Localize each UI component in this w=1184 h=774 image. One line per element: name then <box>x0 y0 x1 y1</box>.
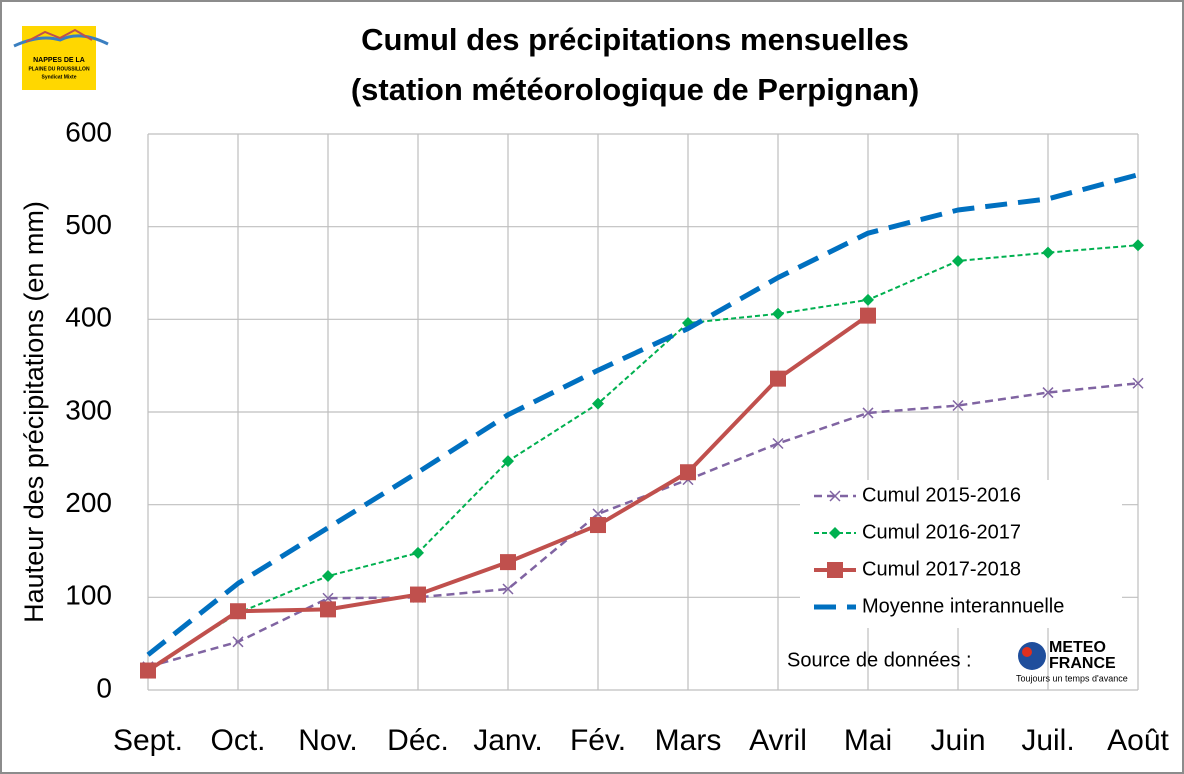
marker <box>862 293 874 306</box>
x-tick-label: Sept. <box>113 724 183 757</box>
x-tick-label: Août <box>1107 724 1169 757</box>
source-logo-text: FRANCE <box>1049 655 1116 672</box>
series-line <box>146 172 1139 657</box>
series <box>146 172 1139 657</box>
y-tick-label: 400 <box>65 302 112 333</box>
x-tick-label: Mars <box>655 724 722 757</box>
chart-title: Cumul des précipitations mensuelles <box>361 22 909 57</box>
chart-title: (station météorologique de Perpignan) <box>351 72 919 107</box>
marker <box>827 562 843 578</box>
x-tick-label: Juin <box>930 724 985 757</box>
marker <box>772 437 784 450</box>
marker <box>829 527 841 539</box>
marker <box>770 370 786 387</box>
marker <box>952 254 964 267</box>
logo-text: NAPPES DE LA <box>33 57 85 64</box>
series <box>140 307 876 679</box>
marker <box>772 307 784 320</box>
marker <box>410 586 426 603</box>
source-label: Source de données : <box>787 649 972 671</box>
legend-label: Moyenne interannuelle <box>862 595 1064 617</box>
marker <box>502 455 514 468</box>
source-logo-icon <box>1018 642 1046 670</box>
y-axis-label: Hauteur des précipitations (en mm) <box>19 201 49 623</box>
marker <box>322 570 334 583</box>
marker <box>592 397 604 410</box>
marker <box>1042 246 1054 259</box>
y-tick-label: 200 <box>65 487 112 518</box>
marker <box>829 490 841 502</box>
marker <box>320 601 336 618</box>
y-tick-label: 0 <box>96 672 112 703</box>
x-tick-label: Juil. <box>1021 724 1074 757</box>
logo-text: Syndicat Mixte <box>41 74 76 80</box>
logo-mountain <box>25 28 93 43</box>
marker <box>860 307 876 324</box>
marker <box>502 583 514 595</box>
y-tick-label: 100 <box>65 580 112 611</box>
source-logo-text: METEO <box>1049 639 1106 656</box>
marker <box>1042 387 1054 399</box>
legend-bg <box>800 480 1122 628</box>
x-tick-label: Oct. <box>210 724 265 757</box>
x-tick-label: Avril <box>749 724 807 757</box>
org-logo: NAPPES DE LA PLAINE DU ROUSSILLON Syndic… <box>13 26 109 90</box>
legend-label: Cumul 2015-2016 <box>862 484 1021 506</box>
marker <box>500 554 516 571</box>
marker <box>1132 377 1144 389</box>
marker <box>140 662 156 679</box>
series-line <box>147 244 1139 671</box>
logo-text: PLAINE DU ROUSSILLON <box>28 66 90 72</box>
legend-label: Cumul 2016-2017 <box>862 521 1021 543</box>
x-tick-label: Fév. <box>570 724 626 757</box>
marker <box>412 546 424 559</box>
source-logo-icon <box>1022 647 1032 657</box>
x-tick-label: Mai <box>844 724 892 757</box>
marker <box>680 464 696 481</box>
marker <box>1132 239 1144 252</box>
x-tick-label: Janv. <box>473 724 542 757</box>
source-logo-text: Toujours un temps d'avance <box>1016 673 1128 683</box>
marker <box>232 636 244 648</box>
y-tick-label: 600 <box>65 116 112 147</box>
y-tick-label: 500 <box>65 209 112 240</box>
legend-label: Cumul 2017-2018 <box>862 558 1021 580</box>
marker <box>952 399 964 412</box>
marker <box>862 407 874 419</box>
legend: Cumul 2015-2016 Cumul 2016-2017 Cumul 2017… <box>800 480 1122 628</box>
y-tick-label: 300 <box>65 394 112 425</box>
x-tick-label: Nov. <box>298 724 357 757</box>
marker <box>230 603 246 620</box>
x-tick-label: Déc. <box>387 724 449 757</box>
marker <box>590 517 606 534</box>
